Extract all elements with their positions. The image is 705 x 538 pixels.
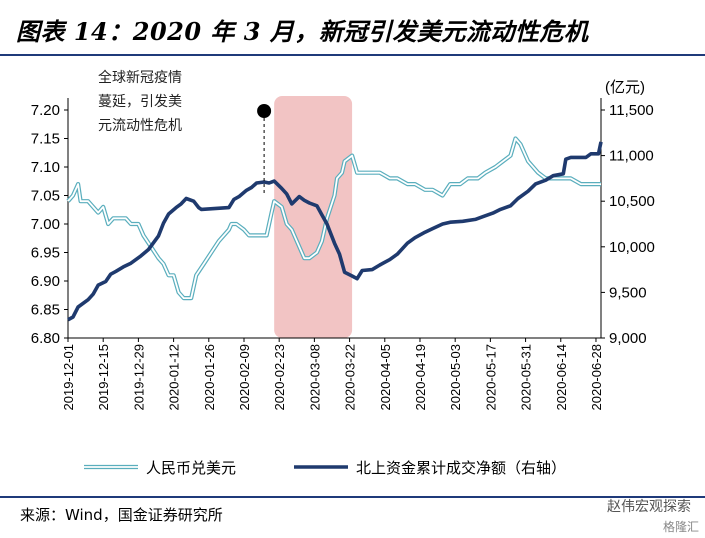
title-rule	[0, 54, 705, 56]
source-note: 来源：Wind，国金证券研究所	[20, 506, 223, 524]
shaded-period	[274, 96, 353, 338]
annotation-text-line: 全球新冠疫情	[98, 69, 182, 86]
x-tick-label: 2020-01-12	[167, 344, 182, 411]
x-tick-label: 2020-04-05	[378, 344, 393, 411]
x-tick-label: 2020-03-22	[343, 344, 358, 411]
x-tick-label: 2020-05-03	[448, 344, 463, 411]
chart-title: 图表 14：2020 年 3 月，新冠引发美元流动性危机	[16, 17, 589, 46]
right-tick-label: 11,000	[609, 148, 654, 165]
usdcny-line	[67, 137, 601, 300]
left-tick-label: 6.85	[31, 302, 60, 319]
x-tick-label: 2019-12-15	[96, 344, 111, 411]
legend-label-usdcny: 人民币兑美元	[146, 459, 236, 477]
left-tick-label: 6.95	[31, 245, 60, 262]
left-tick-label: 6.80	[31, 330, 60, 347]
x-tick-label: 2020-02-09	[237, 344, 252, 411]
watermark: 赵伟宏观探索	[607, 499, 691, 515]
left-tick-label: 6.90	[31, 273, 60, 290]
right-tick-label: 11,500	[609, 102, 654, 119]
right-tick-label: 10,000	[609, 239, 655, 256]
x-tick-label: 2020-05-17	[483, 344, 498, 411]
right-tick-label: 9,000	[609, 330, 647, 347]
watermark-sub: 格隆汇	[662, 520, 699, 534]
annotation-marker	[257, 104, 272, 118]
left-tick-label: 7.05	[31, 188, 60, 205]
x-tick-label: 2020-06-28	[589, 344, 604, 411]
left-tick-label: 7.00	[31, 216, 60, 233]
annotation-text-line: 元流动性危机	[98, 118, 182, 134]
legend-label-northbound: 北上资金累计成交净额（右轴）	[356, 459, 566, 477]
left-tick-label: 7.15	[31, 131, 60, 148]
bottom-rule	[0, 496, 705, 498]
x-tick-label: 2020-06-14	[554, 344, 569, 411]
left-tick-label: 7.20	[31, 102, 60, 119]
left-tick-label: 7.10	[31, 159, 60, 176]
x-tick-label: 2020-05-31	[519, 344, 534, 411]
x-tick-label: 2020-01-26	[202, 344, 217, 411]
x-tick-label: 2020-02-23	[272, 344, 287, 411]
northbound-line	[67, 141, 603, 322]
right-tick-label: 10,500	[609, 193, 655, 210]
title-bar: 图表 14：2020 年 3 月，新冠引发美元流动性危机	[0, 0, 705, 56]
x-tick-label: 2019-12-29	[131, 344, 146, 411]
x-tick-label: 2020-03-08	[307, 344, 322, 411]
right-tick-label: 9,500	[609, 284, 647, 301]
x-tick-label: 2019-12-01	[61, 344, 76, 411]
x-tick-label: 2020-04-19	[413, 344, 428, 411]
annotation-text-line: 蔓延，引发美	[98, 94, 182, 110]
right-axis-unit: (亿元)	[605, 79, 645, 96]
